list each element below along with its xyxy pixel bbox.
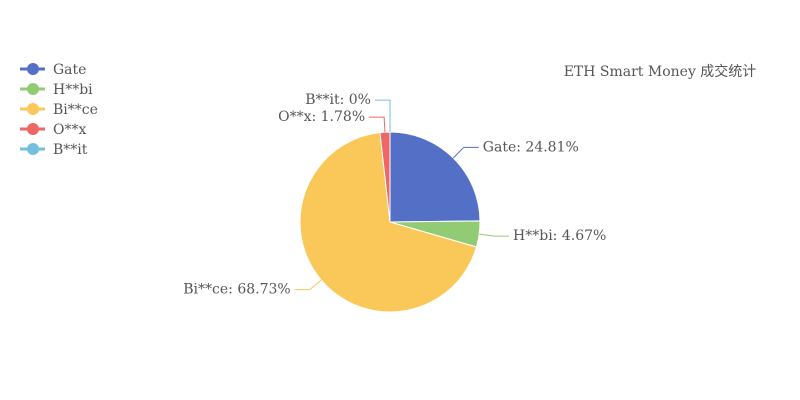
data-label: O**x: 1.78% [278,109,365,125]
label-line [479,233,510,237]
pie-slice [389,131,481,223]
legend-label: Bi**ce [53,102,98,118]
data-label: B**it: 0% [305,92,371,108]
legend-marker [27,103,39,115]
data-label: Bi**ce: 68.73% [183,282,290,298]
legend-marker [27,63,39,75]
legend-label: Gate [53,62,86,78]
legend-marker [27,143,39,155]
legend-label: H**bi [53,82,93,98]
data-label: Gate: 24.81% [483,139,579,155]
label-line [375,99,391,132]
legend-label: O**x [53,122,86,138]
chart-title: ETH Smart Money 成交统计 [564,63,757,80]
legend-label: B**it [53,142,88,158]
label-line [294,279,322,291]
legend-marker [27,83,39,95]
legend-marker [27,123,39,135]
label-line [452,146,479,159]
data-label: H**bi: 4.67% [513,228,606,244]
label-line [369,116,386,133]
pie-slice [299,132,478,313]
